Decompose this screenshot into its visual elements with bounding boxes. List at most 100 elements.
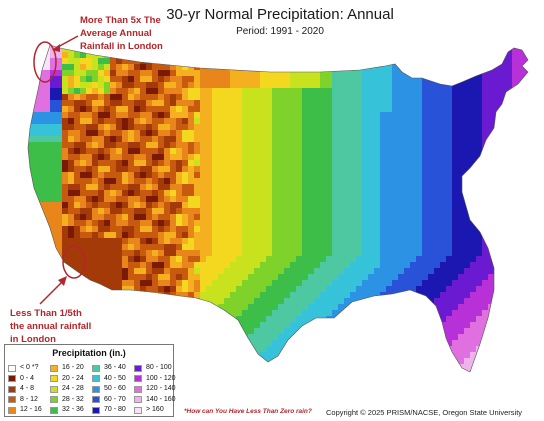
precip-cell bbox=[404, 304, 411, 311]
precip-cell bbox=[206, 196, 213, 203]
legend-swatch bbox=[50, 364, 58, 372]
precip-cell bbox=[332, 286, 339, 293]
precip-cell bbox=[386, 262, 393, 269]
precip-cell bbox=[176, 352, 183, 359]
precip-cell bbox=[530, 172, 537, 179]
precip-cell bbox=[194, 226, 201, 233]
precip-cell bbox=[470, 316, 477, 323]
precip-cell bbox=[446, 292, 453, 299]
precip-cell bbox=[302, 190, 309, 197]
precip-cell bbox=[260, 322, 267, 329]
precip-cell bbox=[350, 142, 357, 149]
precip-cell bbox=[254, 196, 261, 203]
precip-cell bbox=[332, 226, 339, 233]
precip-cell bbox=[452, 70, 459, 77]
precip-cell bbox=[416, 292, 423, 299]
precip-cell bbox=[248, 130, 255, 137]
precip-cell bbox=[320, 220, 327, 227]
precip-cell bbox=[344, 196, 351, 203]
precip-cell bbox=[410, 118, 417, 125]
precip-cell bbox=[380, 190, 387, 197]
precip-cell bbox=[416, 112, 423, 119]
precip-cell bbox=[74, 112, 81, 119]
precip-cell bbox=[524, 160, 528, 167]
precip-cell bbox=[28, 280, 33, 287]
precip-cell bbox=[164, 256, 171, 263]
precip-cell bbox=[272, 214, 279, 221]
precip-cell bbox=[458, 334, 465, 341]
precip-cell bbox=[56, 166, 63, 173]
precip-cell bbox=[506, 124, 513, 131]
precip-cell bbox=[446, 76, 453, 83]
precip-cell bbox=[176, 166, 183, 173]
precip-cell bbox=[272, 298, 279, 305]
precip-cell bbox=[146, 328, 153, 335]
precip-cell bbox=[248, 70, 255, 77]
precip-cell bbox=[428, 310, 435, 317]
precip-cell bbox=[176, 220, 183, 227]
legend-label: 12 - 16 bbox=[20, 406, 42, 413]
precip-cell bbox=[146, 238, 153, 245]
precip-cell bbox=[20, 64, 27, 71]
precip-cell bbox=[308, 328, 315, 335]
precip-cell bbox=[440, 166, 447, 173]
precip-cell bbox=[344, 334, 351, 341]
precip-cell bbox=[512, 268, 519, 275]
precip-cell bbox=[422, 52, 429, 59]
precip-cell bbox=[458, 202, 465, 209]
precip-cell bbox=[68, 280, 75, 287]
precip-cell bbox=[320, 106, 327, 113]
precip-cell bbox=[350, 82, 357, 89]
precip-cell bbox=[68, 118, 75, 125]
precip-cell bbox=[200, 274, 207, 281]
precip-cell bbox=[236, 70, 243, 77]
precip-cell bbox=[254, 304, 261, 311]
precip-cell bbox=[518, 154, 525, 161]
precip-cell bbox=[332, 268, 339, 275]
precip-cell bbox=[284, 346, 291, 353]
precip-cell bbox=[38, 154, 45, 161]
precip-cell bbox=[212, 70, 219, 77]
precip-cell bbox=[212, 256, 219, 263]
precip-cell bbox=[74, 136, 81, 143]
precip-cell bbox=[110, 106, 117, 113]
precip-cell bbox=[284, 142, 291, 149]
precip-cell bbox=[446, 58, 453, 65]
precip-cell bbox=[344, 220, 351, 227]
precip-cell bbox=[272, 160, 279, 167]
precip-cell bbox=[368, 298, 375, 305]
precip-cell bbox=[278, 202, 285, 209]
precip-cell bbox=[428, 250, 435, 257]
precip-cell bbox=[368, 304, 375, 311]
precip-cell bbox=[170, 124, 177, 131]
precip-cell bbox=[524, 94, 528, 101]
precip-cell bbox=[146, 142, 153, 149]
precip-cell bbox=[290, 154, 297, 161]
precip-cell bbox=[410, 310, 417, 317]
precip-cell bbox=[146, 76, 153, 83]
precip-cell bbox=[194, 268, 201, 275]
precip-cell bbox=[494, 82, 501, 89]
legend-item: 100 - 120 bbox=[134, 374, 176, 384]
precip-cell bbox=[482, 298, 489, 305]
precip-cell bbox=[482, 244, 489, 251]
precip-cell bbox=[416, 232, 423, 239]
precip-cell bbox=[470, 76, 477, 83]
precip-cell bbox=[320, 82, 327, 89]
precip-cell bbox=[488, 340, 495, 347]
precip-cell bbox=[218, 304, 225, 311]
precip-cell bbox=[296, 292, 303, 299]
precip-cell bbox=[254, 106, 261, 113]
precip-cell bbox=[440, 220, 447, 227]
precip-cell bbox=[230, 58, 237, 65]
precip-cell bbox=[308, 106, 315, 113]
precip-cell bbox=[350, 172, 357, 179]
precip-cell bbox=[296, 76, 303, 83]
precip-cell bbox=[416, 88, 423, 95]
precip-cell bbox=[254, 226, 261, 233]
precip-cell bbox=[326, 214, 333, 221]
precip-cell bbox=[170, 82, 177, 89]
precip-cell bbox=[392, 148, 399, 155]
precip-cell bbox=[518, 280, 525, 287]
precip-cell bbox=[344, 112, 351, 119]
